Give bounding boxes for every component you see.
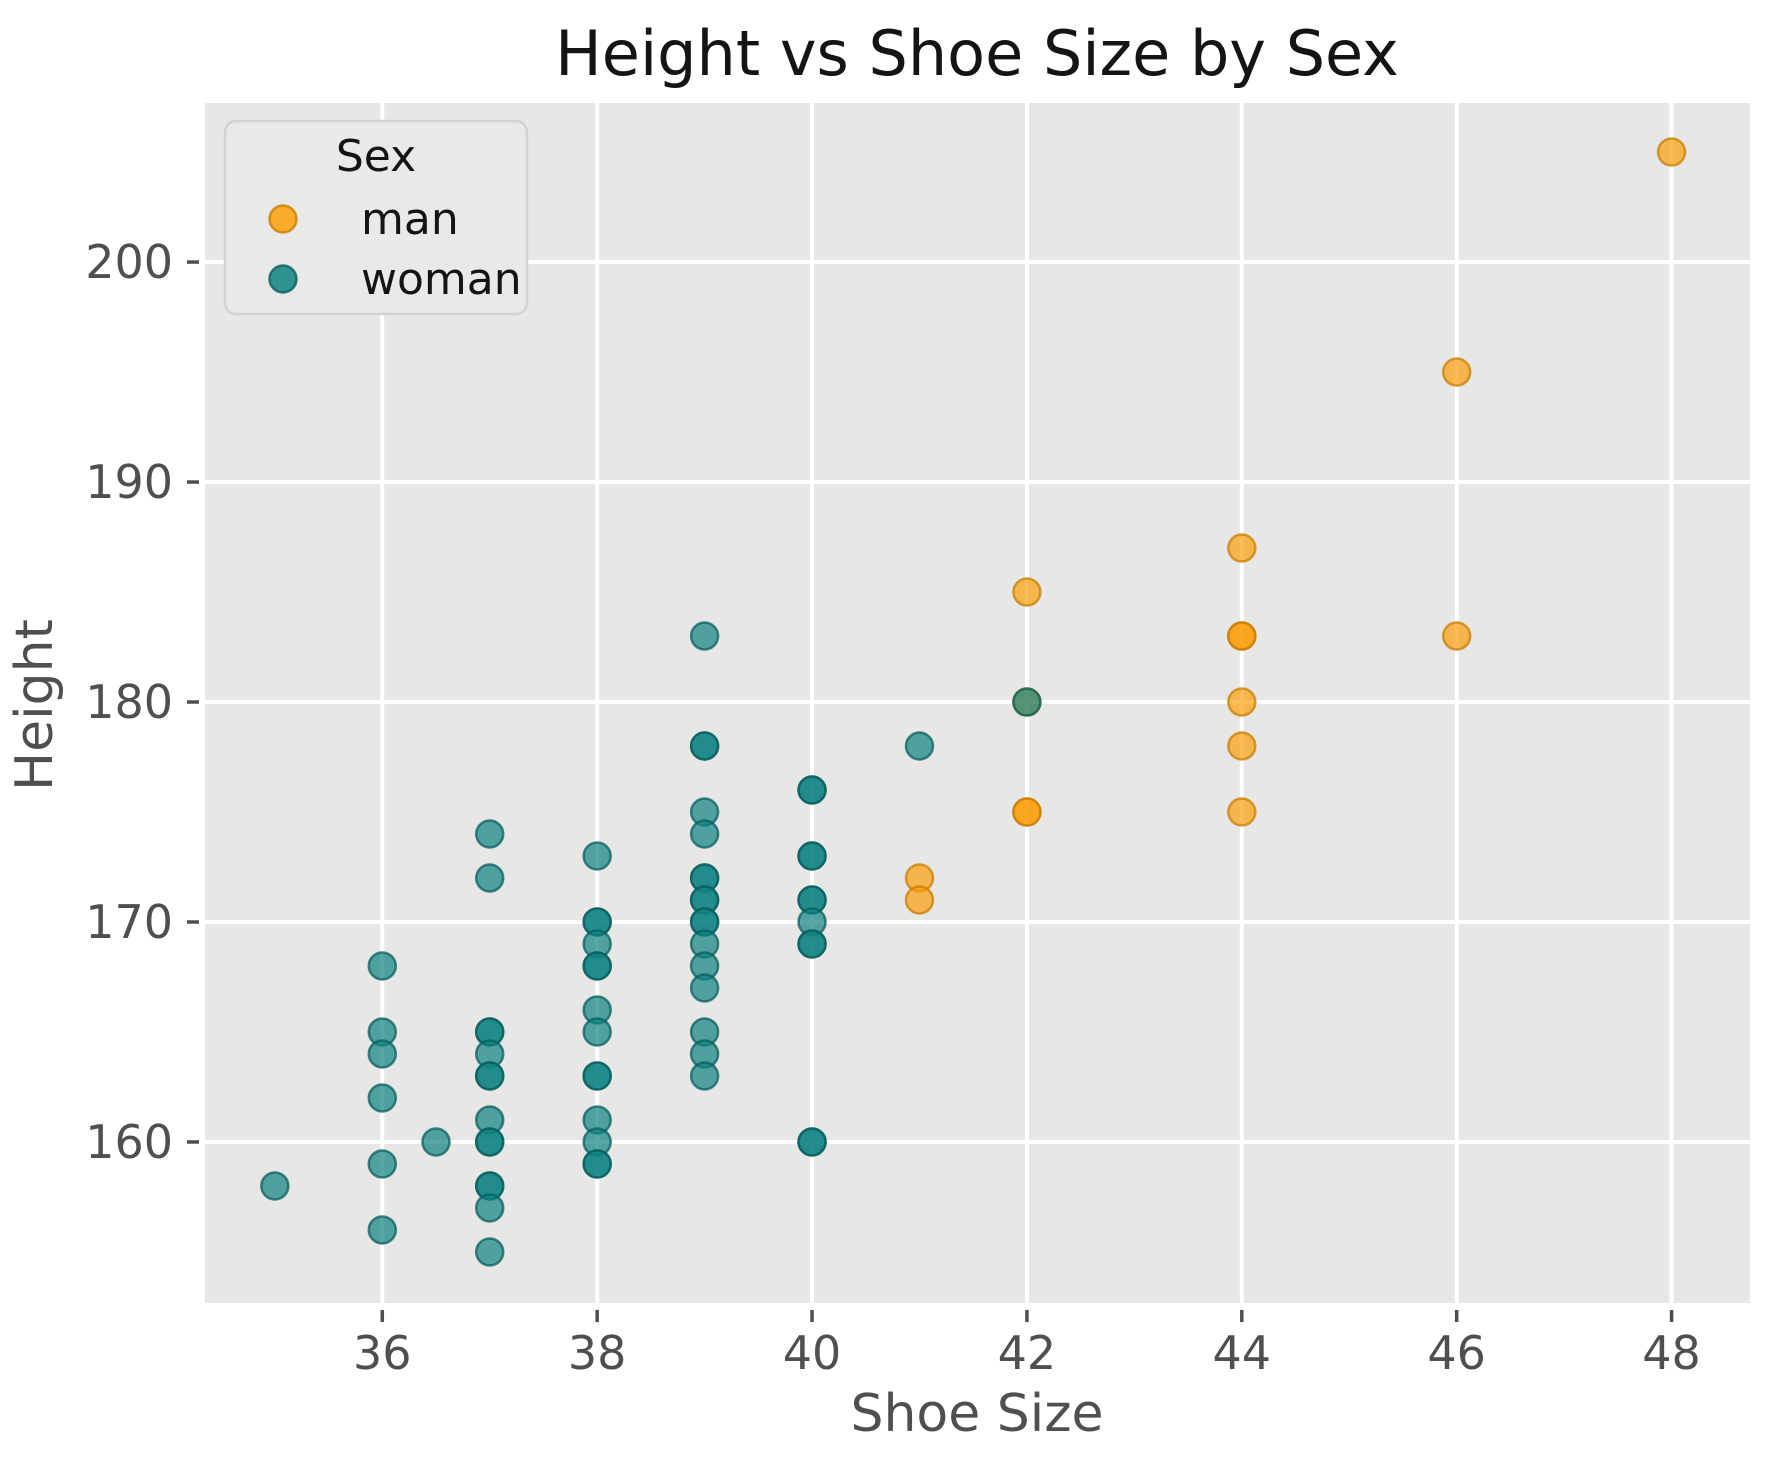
- data-point-woman: [797, 1127, 827, 1157]
- data-point-man: [1012, 577, 1042, 607]
- data-point-woman: [582, 1017, 612, 1047]
- tick-label-x-44: 44: [1213, 1326, 1272, 1380]
- data-point-man: [1656, 137, 1687, 167]
- data-point-woman: [367, 1083, 398, 1113]
- data-point-woman: [689, 731, 720, 761]
- data-point-woman: [421, 1127, 451, 1157]
- tick-label-y-180: 180: [85, 675, 173, 729]
- data-point-woman: [1012, 687, 1042, 717]
- data-point-woman: [474, 1193, 505, 1223]
- data-point-woman: [582, 1149, 612, 1179]
- data-point-man: [1227, 797, 1257, 827]
- data-point-woman: [260, 1171, 290, 1201]
- data-point-man: [1441, 621, 1472, 651]
- data-point-woman: [367, 1215, 398, 1245]
- tick-label-x-42: 42: [998, 1326, 1057, 1380]
- tick-label-x-46: 46: [1427, 1326, 1486, 1380]
- axis-tick-labels: 36 38 40 42 44 46 48 160 170 180 190 200: [85, 235, 1701, 1380]
- data-point-woman: [474, 819, 505, 849]
- legend-box: [223, 119, 529, 316]
- tick-label-x-36: 36: [353, 1326, 412, 1380]
- legend-label-man: man: [361, 194, 459, 245]
- legend-entries: man woman: [268, 194, 522, 305]
- tick-label-y-160: 160: [85, 1115, 173, 1169]
- data-point-woman: [689, 819, 720, 849]
- data-point-man: [1227, 621, 1257, 651]
- data-point-man: [904, 885, 935, 915]
- data-point-woman: [689, 1061, 720, 1091]
- data-point-woman: [474, 1127, 505, 1157]
- data-point-woman: [367, 951, 398, 981]
- data-point-woman: [474, 863, 505, 893]
- tick-label-x-48: 48: [1642, 1326, 1701, 1380]
- data-point-woman: [582, 841, 612, 871]
- chart-title: Height vs Shoe Size by Sex: [555, 17, 1399, 90]
- data-point-woman: [689, 621, 720, 651]
- legend-title: Sex: [336, 131, 416, 182]
- tick-label-y-170: 170: [85, 895, 173, 949]
- data-point-woman: [797, 929, 827, 959]
- data-point-woman: [474, 1061, 505, 1091]
- tick-label-x-40: 40: [783, 1326, 842, 1380]
- data-point-woman: [797, 775, 827, 805]
- gridlines: [205, 103, 1750, 1303]
- data-point-man: [1227, 533, 1257, 563]
- tick-label-y-200: 200: [85, 235, 173, 289]
- data-point-woman: [689, 973, 720, 1003]
- legend-label-woman: woman: [361, 254, 522, 305]
- data-point-woman: [904, 731, 935, 761]
- tick-label-y-190: 190: [85, 455, 173, 509]
- data-point-woman: [367, 1039, 398, 1069]
- y-axis-label: Height: [5, 619, 65, 791]
- data-point-woman: [582, 951, 612, 981]
- legend-marker-woman: [268, 264, 298, 294]
- axis-ticks: [187, 260, 1674, 1322]
- tick-label-x-38: 38: [568, 1326, 627, 1380]
- data-point-man: [1227, 731, 1257, 761]
- data-point-woman: [582, 1061, 612, 1091]
- legend-marker-man: [268, 204, 298, 234]
- data-point-man: [1227, 687, 1257, 717]
- data-point-man: [1012, 797, 1042, 827]
- data-point-woman: [367, 1149, 398, 1179]
- data-point-woman: [474, 1237, 505, 1267]
- x-axis-label: Shoe Size: [850, 1384, 1103, 1444]
- data-point-woman: [797, 841, 827, 871]
- legend: Sex man woman: [223, 119, 529, 316]
- data-points: [260, 137, 1687, 1267]
- data-point-man: [1441, 357, 1472, 387]
